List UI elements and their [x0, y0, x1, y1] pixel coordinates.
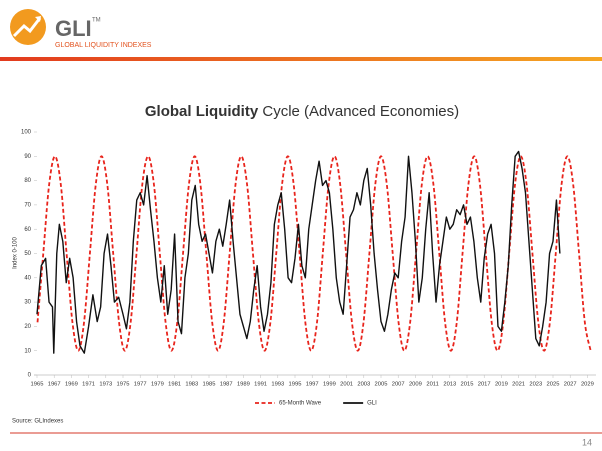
- source: Source: GLIndexes: [12, 419, 63, 425]
- page-number: 14: [582, 437, 592, 447]
- y-tick-label: 20: [24, 324, 31, 330]
- x-tick-label: 1983: [185, 382, 198, 388]
- x-tick-label: 2013: [443, 382, 456, 388]
- x-tick-label: 2003: [357, 382, 370, 388]
- x-tick-label: 2017: [478, 382, 491, 388]
- x-tick-label: 2019: [495, 382, 508, 388]
- legend: 65-Month Wave GLI: [255, 401, 377, 407]
- y-tick-label: 10: [24, 348, 31, 354]
- header-rule: [0, 57, 602, 61]
- logo-arrow: [12, 17, 42, 38]
- x-tick-label: 1977: [134, 382, 147, 388]
- x-tick-label: 2005: [375, 382, 388, 388]
- x-tick-label: 2001: [340, 382, 353, 388]
- x-tick-label: 2011: [426, 382, 438, 388]
- x-tick-label: 2009: [409, 382, 422, 388]
- x-tick-label: 1979: [151, 382, 164, 388]
- y-tick-label: 30: [24, 300, 31, 306]
- x-tick-label: 1993: [271, 382, 284, 388]
- x-tick-label: 1981: [168, 382, 181, 388]
- x-tick-label: 1989: [237, 382, 250, 388]
- x-tick-label: 2015: [461, 382, 474, 388]
- y-tick-label: 70: [24, 202, 31, 208]
- logo: GLI TM GLOBAL LIQUIDITY INDEXES: [10, 9, 152, 49]
- logo-icon: [10, 9, 46, 45]
- legend-label: 65-Month Wave: [279, 401, 322, 407]
- x-tick-label: 1967: [48, 382, 61, 388]
- logo-mark: TM: [92, 18, 101, 24]
- x-tick-label: 2023: [529, 382, 542, 388]
- x-tick-label: 1995: [289, 382, 302, 388]
- x-tick-label: 1997: [306, 382, 319, 388]
- y-tick-label: 40: [24, 275, 31, 281]
- title-rest: Cycle (Advanced Economies): [262, 103, 459, 120]
- legend-label: GLI: [367, 401, 377, 407]
- logo-subtitle: GLOBAL LIQUIDITY INDEXES: [55, 42, 152, 49]
- x-tick-label: 2007: [392, 382, 405, 388]
- x-tick-label: 2021: [512, 382, 525, 388]
- x-tick-label: 1965: [31, 382, 44, 388]
- y-tick-label: 60: [24, 227, 31, 233]
- chart-title: Global Liquidity Cycle (Advanced Economi…: [145, 103, 459, 120]
- x-tick-label: 2027: [564, 382, 577, 388]
- x-tick-label: 1991: [254, 382, 267, 388]
- y-axis-label: Index 0-100: [13, 236, 19, 268]
- y-tick-label: 50: [24, 251, 31, 257]
- x-tick-label: 1987: [220, 382, 233, 388]
- x-tick-label: 1999: [323, 382, 336, 388]
- x-tick-label: 1969: [65, 382, 78, 388]
- y-tick-label: 80: [24, 178, 31, 184]
- x-tick-label: 1985: [203, 382, 216, 388]
- x-tick-label: 1971: [82, 382, 95, 388]
- y-tick-label: 0: [28, 373, 32, 379]
- gli-line: [36, 150, 561, 354]
- y-tick-label: 100: [21, 130, 32, 136]
- logo-arrowhead: [35, 16, 41, 22]
- x-tick-label: 2029: [581, 382, 594, 388]
- logo-text: GLI: [55, 16, 92, 41]
- x-tick-label: 1973: [99, 382, 112, 388]
- wave-line: [36, 155, 592, 352]
- y-tick-label: 90: [24, 154, 31, 160]
- title-bold: Global Liquidity: [145, 103, 259, 120]
- x-tick-label: 2025: [547, 382, 560, 388]
- x-tick-label: 1975: [117, 382, 130, 388]
